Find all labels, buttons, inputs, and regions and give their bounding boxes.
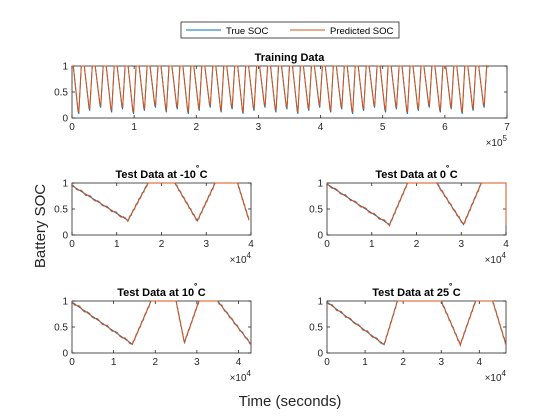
y-tick-label: 0	[62, 114, 68, 125]
subplot-title: Test Data at 10˚C	[117, 283, 206, 299]
x-tick-label: 2	[159, 239, 165, 250]
x-exponent-label: ×104	[230, 251, 252, 266]
y-tick-label: 0	[62, 231, 68, 242]
x-tick-label: 0	[69, 357, 75, 368]
x-tick-label: 1	[369, 239, 375, 250]
x-tick-label: 5	[380, 122, 386, 133]
y-tick-label: 0.5	[309, 323, 323, 334]
x-tick-label: 1	[131, 122, 137, 133]
x-exponent-label: ×104	[230, 369, 252, 384]
y-tick-label: 1	[62, 179, 68, 190]
subplot-title: Training Data	[255, 52, 326, 64]
x-tick-label: 1	[114, 239, 120, 250]
x-tick-label: 6	[442, 122, 448, 133]
y-tick-label: 0	[317, 231, 323, 242]
series-predicted-soc	[71, 182, 250, 223]
y-tick-label: 1	[62, 62, 68, 73]
x-tick-label: 0	[69, 239, 75, 250]
figure-xlabel: Time (seconds)	[239, 393, 342, 410]
subplot-title: Test Data at 0˚C	[375, 165, 457, 181]
x-tick-label: 2	[152, 357, 158, 368]
legend-label-true: True SOC	[226, 26, 269, 37]
y-tick-label: 0	[62, 349, 68, 360]
y-tick-label: 0.5	[54, 323, 68, 334]
x-tick-label: 1	[362, 357, 368, 368]
x-tick-label: 0	[69, 122, 75, 133]
y-tick-label: 0.5	[54, 205, 68, 216]
x-tick-label: 3	[438, 357, 444, 368]
plot-frame	[326, 182, 507, 236]
series-predicted-soc	[326, 300, 506, 348]
x-tick-label: 3	[203, 239, 209, 250]
y-tick-label: 0.5	[309, 205, 323, 216]
subplot-4: 0 1 2 3 4 0 0.5 1 ×104 Test Data at 10˚C	[54, 283, 251, 384]
x-tick-label: 1	[111, 357, 117, 368]
y-tick-label: 0.5	[54, 88, 68, 99]
x-tick-label: 3	[458, 239, 464, 250]
x-tick-label: 7	[504, 122, 510, 133]
plot-frame	[71, 300, 252, 354]
series-predicted-soc	[72, 65, 489, 113]
figure-ylabel: Battery SOC	[32, 184, 49, 268]
subplot-title: Test Data at -10˚C	[115, 165, 207, 181]
subplot-5: 0 1 2 3 4 0 0.5 1 ×104 Test Data at 25˚C	[309, 283, 506, 384]
subplot-2: 0 1 2 3 4 0 0.5 1 ×104 Test Data at -10˚C	[54, 165, 254, 266]
x-exponent-label: ×105	[486, 134, 508, 149]
plot-frame	[326, 300, 507, 354]
x-tick-label: 4	[318, 122, 324, 133]
x-tick-label: 0	[324, 357, 330, 368]
legend: True SOC Predicted SOC	[180, 21, 400, 39]
subplot-3: 0 1 2 3 4 0 0.5 1 ×104 Test Data at 0˚C	[309, 165, 509, 266]
x-tick-label: 4	[503, 239, 509, 250]
subplots: 0 1 2 3 4 5 6 7 0 0.5 1 ×105 Training Data 0 1 2 3 4 0 0.5 1…	[54, 52, 510, 384]
plot-frame	[71, 182, 252, 236]
x-tick-label: 0	[324, 239, 330, 250]
series-predicted-soc	[71, 300, 252, 346]
x-tick-label: 3	[194, 357, 200, 368]
x-tick-label: 2	[414, 239, 420, 250]
y-tick-label: 1	[317, 297, 323, 308]
x-exponent-label: ×104	[485, 369, 507, 384]
subplot-title: Test Data at 25˚C	[372, 283, 461, 299]
y-tick-label: 1	[62, 297, 68, 308]
y-tick-label: 0	[317, 349, 323, 360]
x-tick-label: 4	[236, 357, 242, 368]
x-tick-label: 4	[477, 357, 483, 368]
y-tick-label: 1	[317, 179, 323, 190]
series-predicted-soc	[326, 182, 507, 227]
x-tick-label: 4	[248, 239, 254, 250]
x-tick-label: 2	[194, 122, 200, 133]
subplot-1: 0 1 2 3 4 5 6 7 0 0.5 1 ×105 Training Data	[54, 52, 510, 149]
x-exponent-label: ×104	[485, 251, 507, 266]
x-tick-label: 2	[400, 357, 406, 368]
legend-label-pred: Predicted SOC	[330, 26, 393, 37]
x-tick-label: 3	[256, 122, 262, 133]
